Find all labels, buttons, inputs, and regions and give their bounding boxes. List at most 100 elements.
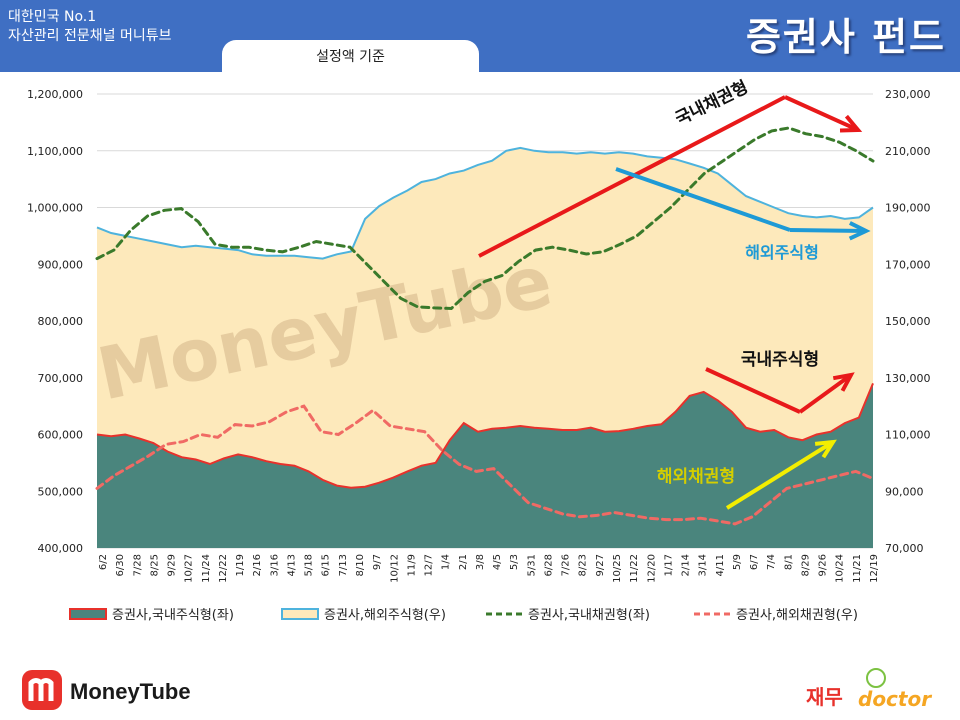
legend: 증권사,국내주식형(좌) 증권사,해외주식형(우) 증권사,국내채권형(좌) 증권사,… xyxy=(69,608,858,623)
y-right-tick-label: 150,000 xyxy=(885,315,931,328)
y-left-tick-label: 1,000,000 xyxy=(27,202,83,215)
x-tick-label: 6/30 xyxy=(115,554,126,576)
x-tick-label: 9/7 xyxy=(372,554,383,570)
equity-domestic-arrow-2 xyxy=(798,373,853,414)
y-left-tick-label: 700,000 xyxy=(38,372,84,385)
y-left-tick-label: 1,200,000 xyxy=(27,88,83,101)
y-left-tick-label: 800,000 xyxy=(38,315,84,328)
x-tick-label: 6/15 xyxy=(321,554,332,576)
x-tick-label: 8/23 xyxy=(578,554,589,576)
annotation-label-2: 국내주식형 xyxy=(741,349,819,370)
x-tick-label: 5/31 xyxy=(526,554,537,576)
legend-label-2: 증권사,국내채권형(좌) xyxy=(528,608,650,623)
x-tick-label: 2/14 xyxy=(681,554,692,576)
bond-domestic-arrow-down xyxy=(784,95,859,132)
y-right-tick-label: 230,000 xyxy=(885,88,931,101)
chart-subtitle: 설정액 기준 xyxy=(222,40,479,74)
equity-overseas-arrow-2 xyxy=(789,228,867,233)
y-right-tick-label: 90,000 xyxy=(885,485,924,498)
y-left-tick-label: 1,100,000 xyxy=(27,145,83,158)
equity-overseas-arrow-1 xyxy=(615,167,791,232)
x-tick-label: 8/1 xyxy=(783,554,794,570)
y-right-tick-label: 210,000 xyxy=(885,145,931,158)
line-series-2 xyxy=(95,126,875,311)
y-left-tick-label: 600,000 xyxy=(38,429,84,442)
y-right-tick-label: 130,000 xyxy=(885,372,931,385)
y-left-tick-label: 900,000 xyxy=(38,258,84,271)
x-tick-label: 12/7 xyxy=(424,554,435,576)
brand-text: 대한민국 No.1 자산관리 전문채널 머니튜브 xyxy=(8,8,171,46)
x-tick-label: 4/13 xyxy=(286,554,297,576)
x-tick-label: 11/22 xyxy=(629,554,640,583)
bond-domestic-arrow-down-head xyxy=(839,114,863,133)
axes: 400,000 500,000 600,000 700,000 800,000 900,0… xyxy=(27,88,930,583)
moneytube-logo: MoneyTube xyxy=(22,670,191,710)
x-tick-label: 10/25 xyxy=(612,554,623,583)
annotation-label-1: 해외주식형 xyxy=(745,243,819,262)
x-tick-label: 7/28 xyxy=(132,554,143,576)
x-tick-label: 5/3 xyxy=(509,554,520,570)
legend-swatch-0 xyxy=(69,608,107,620)
x-tick-label: 12/20 xyxy=(646,554,657,583)
legend-label-1: 증권사,해외주식형(우) xyxy=(324,608,446,623)
legend-swatch-1 xyxy=(281,608,319,620)
x-tick-label: 10/24 xyxy=(835,554,846,583)
x-tick-label: 11/24 xyxy=(201,554,212,583)
equity-domestic-arrow-1 xyxy=(705,367,801,414)
area-border-0 xyxy=(96,383,874,489)
x-tick-label: 3/14 xyxy=(698,554,709,576)
x-tick-label: 8/10 xyxy=(355,554,366,576)
doctor-figure-icon xyxy=(866,668,886,688)
x-tick-label: 7/26 xyxy=(561,554,572,576)
x-tick-label: 5/18 xyxy=(304,554,315,576)
logo-text: MoneyTube xyxy=(70,679,191,704)
x-tick-label: 6/2 xyxy=(98,554,109,570)
x-tick-label: 10/27 xyxy=(184,554,195,583)
brand-line-1: 대한민국 No.1 xyxy=(8,9,97,25)
y-right-tick-label: 110,000 xyxy=(885,429,931,442)
annotation-label-3: 해외채권형 xyxy=(657,466,735,487)
x-tick-label: 4/5 xyxy=(492,554,503,570)
x-tick-label: 9/27 xyxy=(595,554,606,576)
x-tick-label: 12/22 xyxy=(218,554,229,583)
x-tick-label: 7/13 xyxy=(338,554,349,576)
x-tick-label: 8/25 xyxy=(149,554,160,576)
area-series-0 xyxy=(97,383,873,548)
y-left-tick-label: 400,000 xyxy=(38,542,84,555)
jaemu-doctor-logo: 재무 doctor xyxy=(806,668,932,711)
x-tick-label: 3/8 xyxy=(475,554,486,570)
legend-label-0: 증권사,국내주식형(좌) xyxy=(112,608,234,623)
x-tick-label: 1/17 xyxy=(663,554,674,576)
y-left-tick-label: 500,000 xyxy=(38,485,84,498)
x-tick-label: 10/12 xyxy=(389,554,400,583)
x-tick-label: 5/9 xyxy=(732,554,743,570)
x-tick-label: 8/29 xyxy=(800,554,811,576)
right-logo-sub: doctor xyxy=(858,687,932,711)
brand-line-2: 자산관리 전문채널 머니튜브 xyxy=(8,28,172,44)
page-title: 증권사 펀드 xyxy=(745,15,946,59)
fund-chart: MoneyTube 400,000500,000600,000700,00080… xyxy=(27,76,930,623)
x-tick-label: 6/7 xyxy=(749,554,760,570)
right-logo-main: 재무 xyxy=(806,685,843,709)
x-tick-label: 1/19 xyxy=(235,554,246,576)
area-series xyxy=(96,146,874,548)
x-tick-label: 11/21 xyxy=(852,554,863,583)
y-right-tick-label: 170,000 xyxy=(885,258,931,271)
x-tick-label: 1/4 xyxy=(441,554,452,570)
line-series-3 xyxy=(95,404,875,526)
x-tick-label: 2/1 xyxy=(458,554,469,570)
x-tick-label: 3/16 xyxy=(269,554,280,576)
x-tick-label: 7/4 xyxy=(766,554,777,570)
bond-overseas-arrow-head xyxy=(814,439,837,459)
x-tick-label: 9/26 xyxy=(818,554,829,576)
x-tick-label: 2/16 xyxy=(252,554,263,576)
x-tick-label: 12/19 xyxy=(869,554,880,583)
x-tick-label: 11/9 xyxy=(406,554,417,576)
legend-label-3: 증권사,해외채권형(우) xyxy=(736,608,858,623)
x-tick-label: 9/29 xyxy=(167,554,178,576)
area-border-1 xyxy=(96,146,874,260)
x-tick-label: 4/11 xyxy=(715,554,726,576)
y-right-tick-label: 190,000 xyxy=(885,202,931,215)
equity-domestic-arrow-2-head xyxy=(832,372,855,392)
x-tick-label: 6/28 xyxy=(543,554,554,576)
